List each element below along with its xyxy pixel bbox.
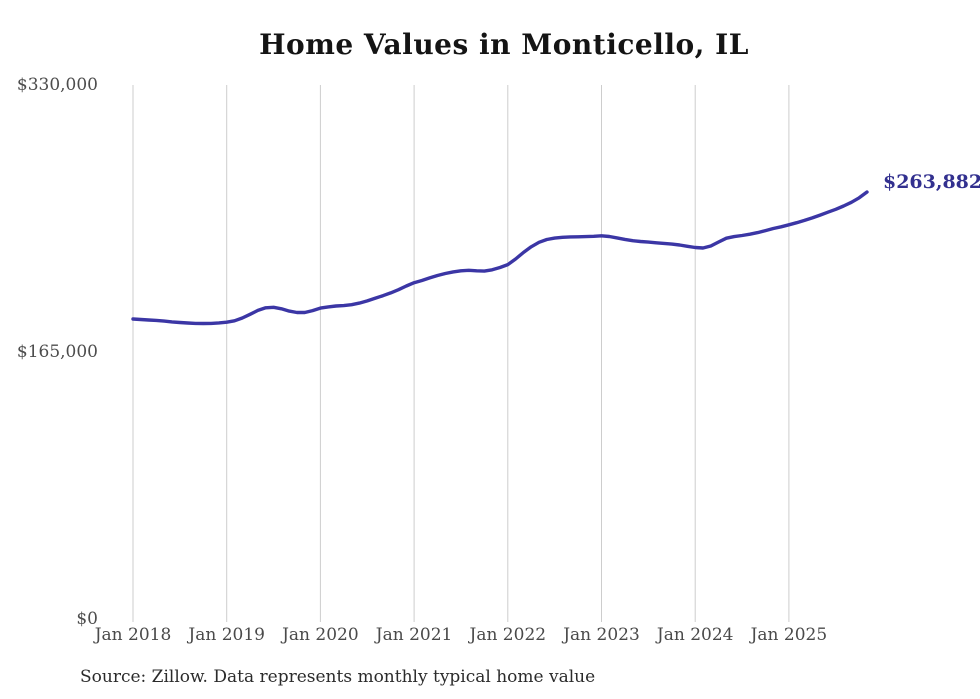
y-tick-label: $165,000 bbox=[16, 342, 98, 362]
x-tick-label: Jan 2025 bbox=[750, 625, 828, 645]
x-tick-label: Jan 2018 bbox=[94, 625, 172, 645]
x-tick-label: Jan 2020 bbox=[282, 625, 359, 645]
x-tick-label: Jan 2021 bbox=[375, 625, 453, 645]
chart-title: Home Values in Monticello, IL bbox=[259, 28, 749, 61]
x-tick-label: Jan 2023 bbox=[563, 625, 640, 645]
source-note: Source: Zillow. Data represents monthly … bbox=[80, 667, 596, 687]
x-tick-label: Jan 2024 bbox=[656, 625, 734, 645]
home-value-line bbox=[131, 190, 869, 326]
gridlines-group bbox=[132, 85, 790, 622]
x-tick-label: Jan 2019 bbox=[188, 625, 265, 645]
x-tick-label: Jan 2022 bbox=[469, 625, 547, 645]
y-tick-label: $330,000 bbox=[16, 75, 98, 95]
y-tick-label: $0 bbox=[76, 609, 98, 629]
latest-value-label: $263,882 bbox=[882, 170, 980, 193]
